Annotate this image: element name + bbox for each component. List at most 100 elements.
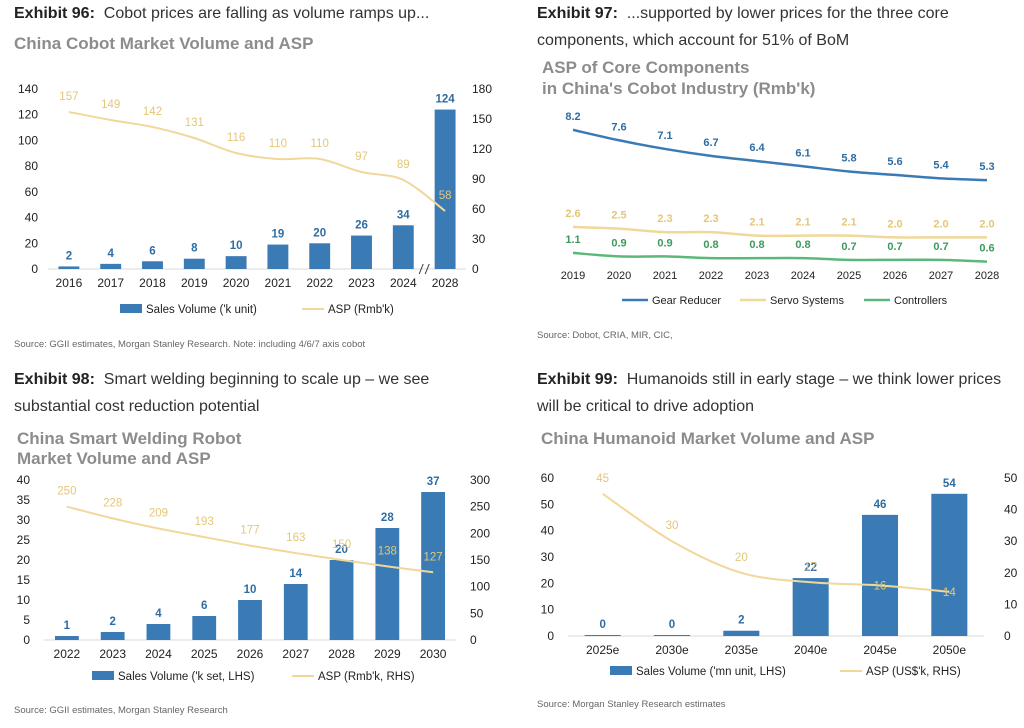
asp-value-label: 116 — [227, 132, 245, 144]
series-value-label: 6.4 — [749, 142, 765, 154]
legend-label: Sales Volume ('k set, LHS) — [118, 671, 255, 683]
series-value-label: 0.9 — [657, 237, 672, 249]
asp-value-label: 58 — [439, 190, 452, 202]
bar-value-label: 2 — [109, 616, 115, 628]
bar-value-label: 4 — [107, 248, 114, 260]
asp-value-label: 193 — [195, 516, 214, 528]
y-left-tick-label: 40 — [17, 473, 31, 487]
bar-value-label: 124 — [436, 94, 456, 106]
bar-value-label: 6 — [201, 600, 207, 612]
legend-label: ASP (Rmb'k) — [328, 304, 394, 316]
y-right-tick-label: 0 — [472, 262, 479, 276]
bar — [584, 635, 621, 636]
asp-value-label: 228 — [103, 497, 122, 509]
y-right-tick-label: 250 — [470, 500, 490, 514]
exhibit-99-panel: Exhibit 99: Humanoids still in early sta… — [537, 366, 1007, 420]
legend-label: Sales Volume ('k unit) — [146, 304, 257, 316]
axis-break-mark — [424, 263, 430, 275]
y-left-tick-label: 50 — [541, 497, 555, 511]
chart-title: China Humanoid Market Volume and ASP — [541, 429, 874, 448]
legend-swatch-bar — [92, 671, 114, 680]
exhibit-96-panel: Exhibit 96: Cobot prices are falling as … — [14, 0, 504, 27]
series-value-label: 2.1 — [749, 217, 764, 229]
bar-value-label: 37 — [427, 476, 440, 488]
x-tick-label: 2029 — [374, 647, 401, 661]
y-left-tick-label: 20 — [17, 553, 31, 567]
y-right-tick-label: 30 — [472, 232, 486, 246]
asp-value-label: 17 — [804, 561, 817, 573]
series-value-label: 2.3 — [703, 213, 718, 225]
series-value-label: 5.3 — [979, 161, 994, 173]
bar — [392, 225, 414, 269]
bar-value-label: 46 — [874, 499, 887, 511]
y-left-tick-label: 40 — [25, 211, 39, 225]
x-tick-label: 2028 — [432, 276, 459, 290]
y-left-tick-label: 0 — [31, 262, 38, 276]
chart-title: China Cobot Market Volume and ASP — [14, 34, 313, 53]
y-right-tick-label: 100 — [470, 580, 490, 594]
series-value-label: 7.1 — [657, 130, 672, 142]
exhibit-99-caption: Exhibit 99: Humanoids still in early sta… — [537, 371, 1002, 415]
x-tick-label: 2026 — [237, 647, 264, 661]
bar-value-label: 20 — [335, 544, 348, 556]
y-right-tick-label: 180 — [472, 82, 492, 96]
y-right-tick-label: 10 — [1004, 597, 1018, 611]
asp-value-label: 97 — [355, 151, 368, 163]
bar — [100, 632, 125, 640]
bar — [434, 109, 456, 269]
legend-label: Controllers — [894, 295, 948, 307]
y-left-tick-label: 80 — [25, 159, 39, 173]
legend-swatch-bar — [120, 304, 142, 313]
asp-value-label: 177 — [240, 525, 259, 537]
series-value-label: 0.9 — [611, 237, 626, 249]
x-tick-label: 2035e — [725, 643, 759, 657]
x-tick-label: 2020 — [607, 270, 631, 282]
series-value-label: 7.6 — [611, 121, 626, 133]
bar-value-label: 34 — [397, 209, 410, 221]
legend-label: Gear Reducer — [652, 295, 721, 307]
asp-value-label: 250 — [57, 486, 76, 498]
series-value-label: 0.7 — [933, 241, 948, 253]
x-tick-label: 2027 — [282, 647, 309, 661]
bar-value-label: 0 — [599, 619, 605, 631]
series-value-label: 5.8 — [841, 152, 856, 164]
x-tick-label: 2025 — [191, 647, 218, 661]
series-value-label: 2.5 — [611, 210, 626, 222]
chart-title: ASP of Core Components — [542, 58, 749, 77]
series-value-label: 0.8 — [795, 239, 810, 251]
x-tick-label: 2023 — [745, 270, 769, 282]
legend-label: ASP (Rmb'k, RHS) — [318, 671, 415, 683]
x-tick-label: 2024 — [390, 276, 417, 290]
asp-value-label: 138 — [378, 545, 397, 557]
y-right-tick-label: 30 — [1004, 534, 1018, 548]
y-right-tick-label: 20 — [1004, 566, 1018, 580]
bar — [192, 616, 217, 640]
y-left-tick-label: 140 — [18, 82, 38, 96]
x-tick-label: 2023 — [99, 647, 126, 661]
asp-value-label: 110 — [311, 138, 329, 150]
asp-value-label: 16 — [874, 580, 887, 592]
asp-value-label: 89 — [397, 159, 410, 171]
y-left-tick-label: 60 — [541, 471, 555, 485]
x-tick-label: 2040e — [794, 643, 828, 657]
bar-value-label: 1 — [64, 620, 71, 632]
bar — [183, 258, 205, 269]
bar-value-label: 0 — [669, 619, 675, 631]
chart-title: Market Volume and ASP — [17, 449, 211, 468]
bar — [792, 578, 829, 636]
bar-value-label: 28 — [381, 512, 394, 524]
y-left-tick-label: 10 — [541, 603, 555, 617]
asp-value-label: 157 — [59, 91, 78, 103]
exhibit-97-source: Source: Dobot, CRIA, MIR, CIC, — [537, 330, 673, 341]
y-right-tick-label: 150 — [470, 553, 490, 567]
x-tick-label: 2050e — [933, 643, 967, 657]
series-value-label: 8.2 — [565, 111, 580, 123]
x-tick-label: 2018 — [139, 276, 166, 290]
series-line — [572, 128, 988, 182]
series-value-label: 0.8 — [703, 239, 718, 251]
x-tick-label: 2020 — [223, 276, 250, 290]
y-left-tick-label: 0 — [547, 629, 554, 643]
x-tick-label: 2022 — [699, 270, 723, 282]
x-tick-label: 2027 — [929, 270, 953, 282]
